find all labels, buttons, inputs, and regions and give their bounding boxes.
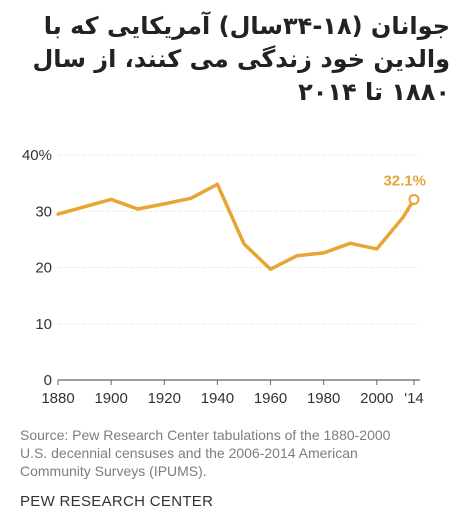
y-tick-label: 40% xyxy=(22,147,52,164)
y-tick-label: 10 xyxy=(35,316,52,333)
x-tick-label: 1880 xyxy=(41,390,74,407)
series-line xyxy=(56,182,416,271)
chart-title: جوانان (۱۸-۳۴سال) آمریکایی که با والدین … xyxy=(10,10,450,109)
y-tick-label: 30 xyxy=(35,203,52,220)
y-tick-label: 0 xyxy=(44,372,52,389)
x-tick-label: 1900 xyxy=(94,390,127,407)
x-tick-label: 1960 xyxy=(254,390,287,407)
x-tick-label: 1920 xyxy=(148,390,181,407)
brand-label: PEW RESEARCH CENTER xyxy=(20,493,214,510)
title-line-1: جوانان (۱۸-۳۴سال) آمریکایی که با xyxy=(43,12,450,40)
end-point-marker xyxy=(408,193,420,205)
source-line-3: Community Surveys (IPUMS). xyxy=(20,463,207,479)
source-line-2: U.S. decennial censuses and the 2006-201… xyxy=(20,445,358,461)
x-tick-label: 1940 xyxy=(201,390,234,407)
x-tick-label: '14 xyxy=(404,390,424,407)
source-note: Source: Pew Research Center tabulations … xyxy=(20,426,440,480)
title-line-3: ۱۸۸۰ تا ۲۰۱۴ xyxy=(298,78,450,106)
end-value-label: 32.1% xyxy=(383,172,426,189)
y-tick-label: 20 xyxy=(35,260,52,277)
source-line-1: Source: Pew Research Center tabulations … xyxy=(20,427,391,443)
x-tick-label: 2000 xyxy=(360,390,393,407)
title-line-2: والدین خود زندگی می کنند، از سال xyxy=(32,45,450,73)
x-tick-label: 1980 xyxy=(307,390,340,407)
